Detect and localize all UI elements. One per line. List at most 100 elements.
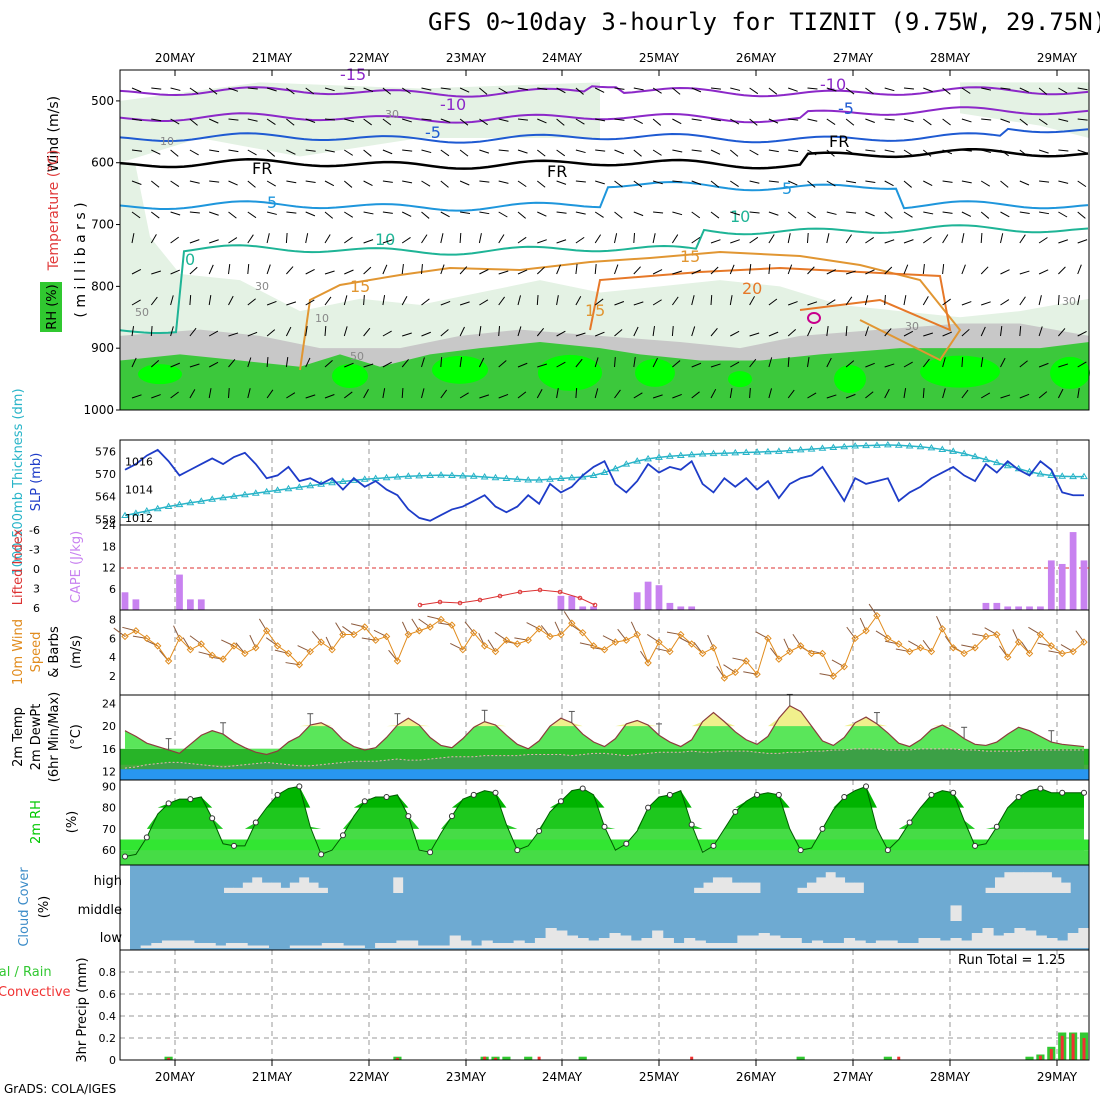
rh2m-point	[536, 828, 543, 834]
rh2m-point	[623, 840, 630, 847]
wind-barb	[363, 363, 374, 368]
wind10-point	[655, 638, 663, 646]
contour-label: -10	[820, 75, 846, 94]
wind-barb	[479, 269, 489, 275]
wind10-point	[578, 628, 587, 637]
wind-barb	[343, 295, 348, 306]
contour-freezing	[119, 148, 1089, 170]
rh2m-point	[318, 851, 325, 858]
wind-barb	[228, 237, 238, 244]
wind-barb	[478, 326, 482, 337]
cloud-low-cell	[758, 933, 770, 948]
wind-barb	[749, 118, 758, 126]
cloud-high-cell	[289, 882, 300, 893]
rh2m-point	[405, 813, 412, 820]
wind-barb	[305, 118, 316, 123]
rh2m-point	[666, 791, 673, 798]
contour-label: 15	[350, 277, 370, 296]
wind-barb	[807, 87, 818, 90]
wind-barb	[517, 118, 528, 121]
wind-barb	[170, 211, 181, 216]
wind10-point	[916, 644, 925, 652]
cloud-low-cell	[257, 945, 270, 948]
wind-barb	[344, 269, 354, 275]
wind-barb	[672, 360, 681, 368]
thickness-point	[851, 442, 860, 449]
li-axis-label: Lifted Index	[11, 528, 26, 605]
wind10-point	[993, 630, 1001, 639]
cloud-low-cell	[950, 938, 962, 948]
cape-tick-label: 12	[102, 562, 116, 575]
cape-bar	[590, 606, 597, 610]
thickness-point	[251, 489, 260, 496]
thickness-point	[611, 464, 620, 472]
cloud-low-cell	[684, 938, 696, 948]
wind-barb	[749, 236, 759, 244]
credit-label: GrADS: COLA/IGES	[4, 1082, 117, 1096]
wind10-label-4: (m/s)	[69, 635, 84, 669]
wind-barb	[595, 331, 605, 337]
wind-barb	[980, 326, 986, 337]
wind10-point	[873, 611, 881, 620]
precip-conv-bar	[1071, 1033, 1075, 1060]
wind-barb	[402, 180, 413, 184]
thickness-point	[862, 441, 870, 449]
cloud-high-cell	[731, 882, 742, 893]
wind-barb	[363, 180, 373, 187]
bottom-date-label: 20MAY	[155, 1070, 196, 1084]
wind-barb	[787, 389, 795, 399]
wind-barb	[1019, 118, 1028, 126]
cloud-high-cell	[242, 882, 253, 893]
wind10-point	[949, 644, 957, 652]
thickness-point	[426, 471, 435, 479]
thickness-line	[124, 444, 1084, 517]
cape-bar	[187, 599, 194, 610]
wind-barb	[401, 211, 412, 217]
wind-barb	[672, 180, 683, 183]
thickness-point	[295, 483, 304, 490]
wind-barb	[942, 211, 953, 214]
wind-barb	[363, 149, 372, 157]
wind-barb	[884, 211, 893, 219]
wind-barb	[382, 180, 393, 183]
wind10-point	[219, 655, 227, 663]
wind-barb	[922, 296, 929, 306]
wind10-point	[480, 642, 489, 650]
cloud-low-cell	[1025, 930, 1037, 948]
wind10-point	[470, 628, 478, 637]
wind10-point	[709, 644, 718, 652]
wind-barb	[903, 361, 913, 368]
rh-bright-blob-4	[635, 358, 675, 387]
cloud-high-cell	[318, 887, 328, 893]
wind-barb	[344, 362, 354, 368]
thickness-point	[1058, 472, 1067, 479]
cloud-level-label: high	[94, 874, 122, 889]
wind10-point	[524, 636, 532, 644]
wind-barb	[1077, 118, 1088, 121]
wind-barb	[498, 211, 508, 218]
li-tick-label: -3	[29, 544, 40, 557]
wind-barb	[247, 388, 251, 399]
wind-barb	[1019, 149, 1029, 157]
wind-barb	[749, 180, 760, 184]
wind-barb	[1038, 237, 1048, 244]
wind-barb	[150, 359, 160, 368]
wind-barb	[923, 118, 932, 126]
precip-total-bar	[1025, 1056, 1034, 1060]
contour-label: 0	[185, 250, 195, 269]
wind10-point	[982, 632, 990, 641]
wind-barb	[787, 264, 793, 275]
wind-barb	[324, 149, 335, 153]
wind-barb	[421, 388, 425, 399]
cape-bar	[176, 574, 183, 610]
wind-barb	[459, 180, 470, 186]
wind-barb	[749, 149, 759, 156]
wind-barb	[324, 270, 335, 275]
cloud-low-cell	[577, 938, 589, 948]
wind-barb	[459, 266, 468, 275]
rh2m-tick-label: 60	[102, 844, 116, 857]
wind-barb	[305, 233, 309, 244]
cloud-high-cell	[233, 887, 244, 893]
wind-barb	[865, 118, 875, 123]
thickness-point	[742, 448, 751, 455]
